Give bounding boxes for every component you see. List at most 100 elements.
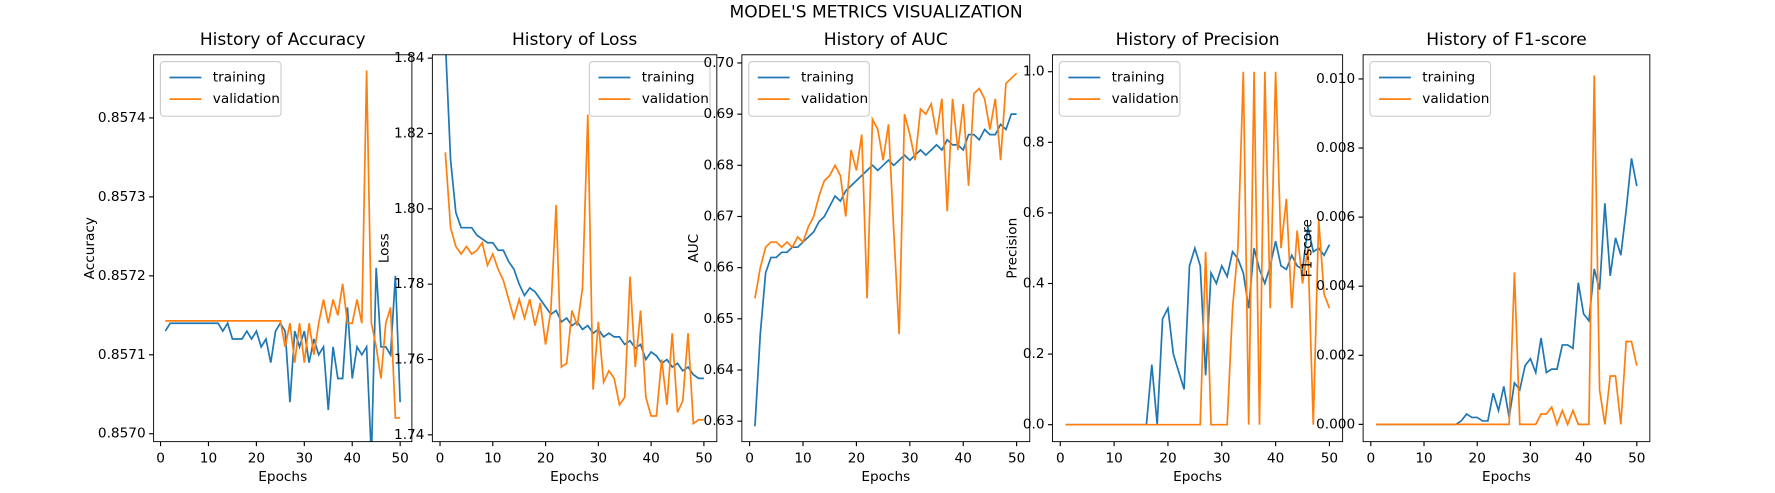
y-tick-label: 1.0 — [1023, 64, 1045, 80]
data-line — [1065, 71, 1331, 426]
x-tick-label: 0 — [436, 451, 445, 467]
legend-label: training — [801, 70, 854, 86]
x-axis-label: Epochs — [550, 469, 599, 485]
x-tick-label: 50 — [1628, 451, 1645, 467]
y-axis-label: Precision — [1005, 218, 1021, 279]
x-tick-label: 20 — [1469, 451, 1486, 467]
x-tick-label: 20 — [248, 451, 265, 467]
x-tick-label: 20 — [537, 451, 554, 467]
subplot: 0.8570 0.8571 0.8572 0.8573 0.8574 0 10 20 30 40 5… — [82, 30, 413, 485]
data-line — [1376, 75, 1638, 427]
x-tick-label: 10 — [200, 451, 217, 467]
x-tick-label: 20 — [848, 451, 865, 467]
y-axis-label: Accuracy — [82, 217, 98, 279]
legend-label: training — [1422, 70, 1475, 86]
subplot-title: History of F1-score — [1426, 30, 1587, 50]
y-tick-label: 1.78 — [394, 276, 424, 292]
y-tick-label: 0.2 — [1023, 346, 1045, 362]
x-tick-label: 0 — [1056, 451, 1065, 467]
y-tick-label: 0.8 — [1023, 134, 1045, 150]
x-tick-label: 50 — [695, 451, 712, 467]
y-tick-label: 0.69 — [704, 106, 734, 122]
subplot: 0.63 0.64 0.65 0.66 0.67 0.68 0.69 0.70 0 10 20 30 4… — [686, 30, 1031, 485]
y-tick-label: 0.67 — [704, 208, 734, 224]
y-tick-label: 1.74 — [394, 427, 424, 443]
x-tick-label: 30 — [901, 451, 918, 467]
y-tick-label: 0.6 — [1023, 205, 1045, 221]
x-tick-label: 50 — [1321, 451, 1338, 467]
axes-frame — [741, 54, 1031, 443]
y-tick-label: 0.70 — [704, 55, 734, 71]
y-tick-label: 0.8570 — [98, 426, 146, 442]
y-tick-label: 0.004 — [1316, 278, 1355, 294]
y-tick-label: 1.76 — [394, 352, 424, 368]
y-tick-label: 0.002 — [1316, 347, 1355, 363]
axes-frame — [153, 54, 413, 443]
y-tick-label: 0.4 — [1023, 276, 1045, 292]
data-line — [754, 72, 1018, 335]
x-tick-label: 40 — [955, 451, 972, 467]
legend-box — [159, 61, 282, 117]
x-tick-label: 50 — [391, 451, 408, 467]
x-tick-label: 40 — [1267, 451, 1284, 467]
x-tick-label: 20 — [1159, 451, 1176, 467]
y-axis-label: F1-score — [1299, 219, 1315, 277]
subplot-title: History of Precision — [1116, 30, 1280, 50]
y-tick-label: 0.65 — [704, 311, 734, 327]
data-line — [754, 113, 1017, 427]
subplot: 0.0 0.2 0.4 0.6 0.8 1.0 0 10 20 30 40 50 History of … — [1005, 30, 1344, 485]
legend-box — [1369, 61, 1492, 117]
y-tick-label: 0.8571 — [98, 347, 146, 363]
x-tick-label: 0 — [745, 451, 754, 467]
y-tick-label: 0.000 — [1316, 416, 1355, 432]
x-tick-label: 40 — [344, 451, 361, 467]
x-tick-label: 50 — [1008, 451, 1025, 467]
y-tick-label: 0.63 — [704, 413, 734, 429]
x-tick-label: 30 — [1213, 451, 1230, 467]
data-line — [164, 267, 402, 442]
x-axis-label: Epochs — [258, 469, 307, 485]
x-axis-label: Epochs — [861, 469, 910, 485]
x-tick-label: 30 — [590, 451, 607, 467]
x-tick-label: 30 — [1522, 451, 1539, 467]
legend-label: training — [213, 70, 266, 86]
x-tick-label: 0 — [1366, 451, 1375, 467]
legend-box — [1058, 61, 1181, 117]
x-axis-label: Epochs — [1482, 469, 1531, 485]
y-tick-label: 0.0 — [1023, 417, 1045, 433]
y-tick-label: 0.8572 — [98, 268, 146, 284]
y-axis-label: Loss — [377, 233, 393, 263]
legend-label: validation — [801, 91, 868, 107]
y-tick-label: 0.8573 — [98, 189, 146, 205]
subplot: 1.74 1.76 1.78 1.80 1.82 1.84 0 10 20 30 40 50 Histo… — [377, 30, 718, 485]
legend-label: validation — [1422, 91, 1489, 107]
subplot-title: History of Loss — [512, 30, 637, 50]
legend-label: validation — [213, 91, 280, 107]
x-tick-label: 10 — [1105, 451, 1122, 467]
x-axis-label: Epochs — [1173, 469, 1222, 485]
legend-label: training — [642, 70, 695, 86]
x-tick-label: 10 — [1415, 451, 1432, 467]
axes-frame — [1052, 54, 1344, 443]
subplot: 0.000 0.002 0.004 0.006 0.008 0.010 0 10 20 30 40 5… — [1299, 30, 1651, 485]
y-axis-label: AUC — [686, 234, 702, 263]
x-tick-label: 30 — [296, 451, 313, 467]
data-line — [165, 70, 401, 419]
legend-label: training — [1112, 70, 1165, 86]
y-tick-label: 0.006 — [1316, 209, 1355, 225]
figure-title: MODEL'S METRICS VISUALIZATION — [730, 3, 1023, 23]
legend-box — [588, 61, 711, 117]
x-tick-label: 10 — [794, 451, 811, 467]
x-tick-label: 40 — [642, 451, 659, 467]
x-tick-label: 0 — [156, 451, 165, 467]
y-tick-label: 0.008 — [1316, 140, 1355, 156]
x-tick-label: 40 — [1575, 451, 1592, 467]
legend-label: validation — [642, 91, 709, 107]
data-line — [444, 114, 704, 426]
legend-label: validation — [1112, 91, 1179, 107]
y-tick-label: 1.80 — [394, 201, 424, 217]
subplot-title: History of Accuracy — [200, 30, 366, 50]
y-tick-label: 0.010 — [1316, 71, 1355, 87]
subplot-title: History of AUC — [824, 30, 948, 50]
